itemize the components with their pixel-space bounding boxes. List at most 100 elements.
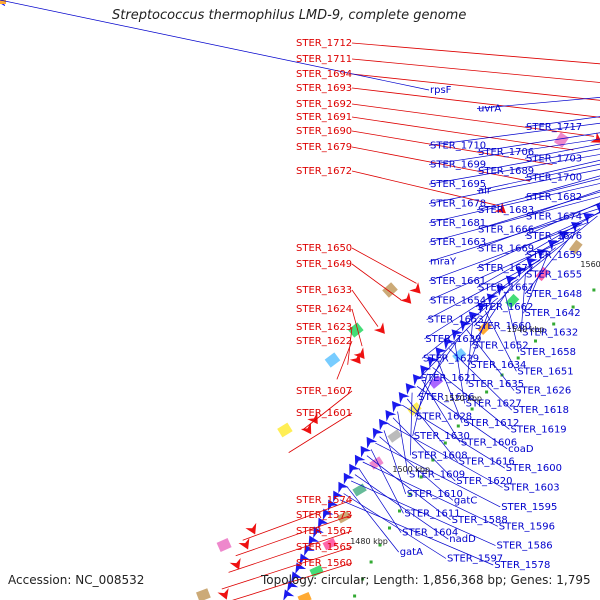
reverse-leader-line	[432, 367, 510, 430]
reverse-gene-label: STER_1619	[511, 424, 567, 435]
reverse-gene-label: STER_1621	[421, 373, 477, 384]
forward-leader-line	[351, 130, 553, 165]
reverse-arrow	[299, 553, 311, 566]
forward-arrow	[229, 558, 241, 570]
forward-gene-label: STER_1573	[296, 510, 352, 521]
reverse-arrow	[295, 562, 307, 575]
reverse-arrow	[595, 204, 600, 215]
reverse-gene-label: STER_1661	[430, 276, 486, 287]
reverse-gene-label: STER_1630	[414, 431, 470, 442]
scale-ticks: 1620 kbp1600 kbp1580 kbp1560 kbp1540 kbp…	[350, 260, 600, 546]
reverse-gene-label: STER_1635	[468, 379, 524, 390]
forward-block	[382, 282, 398, 298]
forward-leader-line	[235, 514, 353, 557]
reverse-leader-line	[383, 430, 407, 495]
forward-gene-label: STER_1622	[296, 336, 352, 347]
reverse-leader-line	[428, 207, 600, 262]
forward-arrow	[307, 412, 318, 425]
reverse-gene-label: STER_1639	[425, 334, 481, 345]
reverse-leader-line	[524, 175, 600, 198]
gc-dot	[408, 492, 412, 496]
reverse-gene-label: rpsF	[430, 85, 452, 96]
genome-title: Streptococcus thermophilus LMD-9, comple…	[112, 8, 467, 23]
reverse-gene-label: STER_1597	[447, 554, 503, 565]
reverse-leader-line	[370, 449, 404, 514]
reverse-leader-line	[354, 474, 449, 540]
forward-gene-label: STER_1567	[296, 526, 352, 537]
reverse-arrow	[287, 580, 299, 592]
reverse-gene-label: STER_1699	[430, 160, 486, 171]
reverse-arrow	[412, 374, 424, 386]
forward-leader-line	[351, 308, 363, 347]
reverse-leader-line	[350, 480, 496, 546]
forward-leader-line	[232, 562, 353, 600]
reverse-gene-label: STER_1666	[478, 224, 534, 235]
forward-leader-line	[302, 390, 353, 431]
reverse-gene-label: STER_1658	[520, 347, 576, 358]
forward-block	[347, 322, 364, 338]
reverse-leader-line	[524, 159, 600, 178]
reverse-block	[568, 239, 583, 255]
reverse-block	[336, 510, 352, 524]
reverse-gene-label: STER_1595	[501, 502, 557, 513]
reverse-leader-line	[524, 215, 598, 275]
topology-summary: Topology: circular; Length: 1,856,368 bp…	[261, 573, 591, 587]
reverse-gene-label: STER_1588	[452, 515, 508, 526]
reverse-gene-label: coaD	[508, 444, 534, 455]
gc-dot	[534, 339, 537, 343]
reverse-gene-label: STER_1634	[470, 360, 526, 371]
forward-leader-line	[351, 73, 600, 101]
forward-gene-label: STER_1691	[296, 112, 352, 123]
scale-tick-label: 1540 kbp	[507, 325, 545, 334]
reverse-gene-label: STER_1681	[430, 218, 486, 229]
reverse-leader-line	[504, 291, 520, 353]
reverse-leader-line	[476, 191, 600, 230]
reverse-gene-label: STER_1674	[526, 211, 582, 222]
reverse-gene-label: STER_1636	[418, 392, 474, 403]
reverse-gene-label: STER_1676	[526, 231, 582, 242]
gc-dot	[361, 577, 365, 581]
reverse-leader-line	[468, 304, 492, 366]
reverse-arrow	[477, 302, 489, 314]
forward-gene-label: STER_1650	[296, 243, 352, 254]
reverse-leader-line	[471, 285, 512, 346]
reverse-block	[322, 537, 337, 551]
reverse-leader-line	[428, 183, 600, 224]
forward-arrow	[349, 352, 361, 364]
reverse-gene-label: STER_1700	[526, 173, 582, 184]
reverse-gene-label: STER_1578	[494, 560, 550, 571]
reverse-gene-label: STER_1671	[478, 263, 534, 274]
forward-block	[553, 132, 570, 148]
forward-arrow	[238, 537, 250, 550]
reverse-gene-label: STER_1654	[430, 295, 486, 306]
forward-leader-line	[351, 103, 595, 137]
reverse-arrow	[354, 454, 366, 467]
forward-gene-label: STER_1649	[296, 259, 352, 270]
reverse-block	[387, 429, 402, 443]
reverse-block	[297, 591, 312, 600]
reverse-block	[505, 293, 520, 309]
reverse-leader-line	[339, 499, 494, 566]
reverse-gene-label: STER_1660	[475, 321, 531, 332]
reverse-gene-label: STER_1586	[497, 541, 553, 552]
reverse-gene-label: STER_1620	[456, 476, 512, 487]
reverse-gene-label: STER_1628	[416, 412, 472, 423]
reverse-gene-label: gatA	[400, 547, 423, 558]
reverse-leader-line	[524, 211, 600, 256]
reverse-block	[0, 0, 6, 4]
forward-gene-label: STER_1693	[296, 83, 352, 94]
reverse-leader-line	[426, 259, 541, 321]
reverse-arrow	[460, 320, 472, 332]
reverse-leader-line	[524, 189, 600, 217]
reverse-leader-line	[475, 247, 556, 308]
reverse-leader-line	[428, 240, 564, 301]
scale-tick-label: 1500 kbp	[392, 465, 430, 474]
forward-gene-label: STER_1565	[296, 542, 352, 553]
forward-gene-label: STER_1601	[296, 408, 352, 419]
reverse-arrow	[327, 499, 339, 512]
reverse-gene-label: STER_1618	[513, 405, 569, 416]
reverse-gene-label: STER_1689	[478, 166, 534, 177]
reverse-leader-line	[397, 411, 409, 475]
